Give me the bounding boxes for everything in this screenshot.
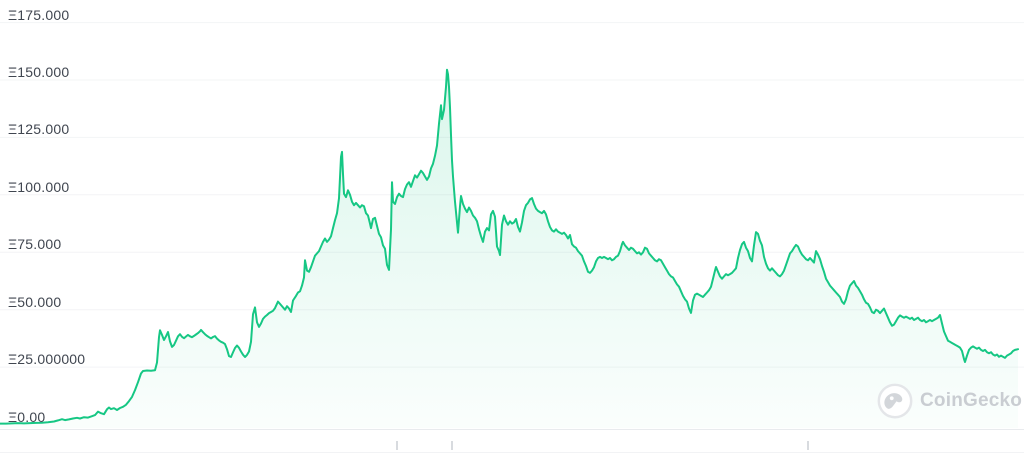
x-axis-tick [396, 441, 398, 450]
bottom-divider [0, 452, 1024, 453]
y-axis-label: Ξ50.000 [8, 294, 62, 310]
price-line [0, 68, 1019, 425]
y-axis-label: Ξ75.000 [8, 236, 62, 252]
coingecko-gecko-icon [877, 383, 913, 419]
watermark-label: CoinGecko [920, 390, 1023, 411]
x-axis-line [0, 429, 1024, 430]
y-axis-label: Ξ125.000 [8, 121, 70, 137]
y-axis-label: Ξ150.000 [8, 64, 70, 80]
y-axis-label: Ξ175.000 [8, 7, 70, 23]
coingecko-watermark: CoinGecko [877, 383, 1022, 419]
price-area-fill [0, 69, 1018, 428]
x-axis-tick [807, 441, 809, 450]
y-axis-label: Ξ0.00 [8, 409, 46, 425]
y-axis-label: Ξ100.000 [8, 179, 70, 195]
x-axis-tick [451, 441, 453, 450]
y-axis-label: Ξ25.000000 [8, 351, 86, 367]
